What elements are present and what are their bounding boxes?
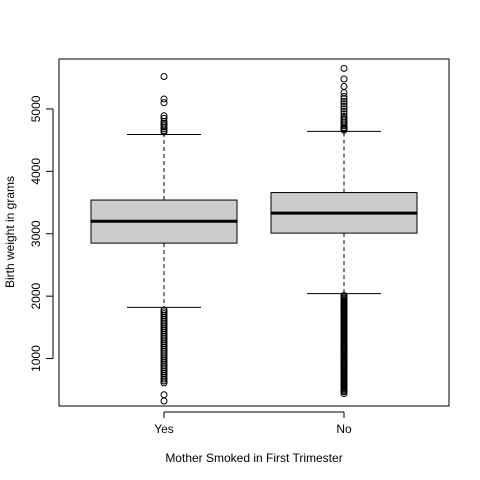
outlier-point	[160, 114, 168, 122]
y-tick-label: 5000	[29, 95, 43, 122]
x-axis-title: Mother Smoked in First Trimester	[165, 451, 342, 465]
outlier-point	[340, 122, 348, 130]
y-tick-label: 3000	[29, 220, 43, 247]
outlier-point	[340, 390, 348, 398]
outlier-point	[340, 126, 348, 134]
outlier-point	[340, 105, 348, 113]
outlier-point	[340, 102, 348, 110]
outlier-point	[160, 379, 168, 387]
outlier-point	[340, 97, 348, 105]
outlier-point	[340, 82, 348, 90]
outlier-point	[340, 95, 348, 103]
y-tick-label: 4000	[29, 158, 43, 185]
outlier-point	[340, 107, 348, 115]
outlier-point	[340, 100, 348, 108]
box-group-yes	[90, 72, 238, 405]
outlier-point	[340, 92, 348, 100]
outlier-point	[160, 375, 168, 383]
x-axis: Yes No	[154, 411, 352, 436]
outlier-point	[160, 125, 168, 133]
outlier-point	[160, 391, 168, 399]
outlier-point	[160, 123, 168, 131]
outlier-point	[340, 75, 348, 83]
x-tick-label: Yes	[154, 422, 174, 436]
boxes-layer	[90, 64, 418, 405]
outlier-point	[160, 95, 168, 103]
outlier-point	[160, 128, 168, 136]
outlier-point	[340, 64, 348, 72]
outlier-point	[160, 397, 168, 405]
y-axis: 1000 2000 3000 4000 5000	[29, 95, 54, 372]
y-tick-label: 1000	[29, 345, 43, 372]
y-tick-label: 2000	[29, 282, 43, 309]
outlier-point	[160, 99, 168, 107]
outlier-point	[160, 377, 168, 385]
x-tick-label: No	[336, 422, 352, 436]
y-axis-title: Birth weight in grams	[3, 176, 17, 288]
box-group-no	[270, 64, 418, 398]
plot-frame	[58, 58, 450, 407]
outlier-point	[160, 72, 168, 80]
outlier-point	[340, 388, 348, 396]
